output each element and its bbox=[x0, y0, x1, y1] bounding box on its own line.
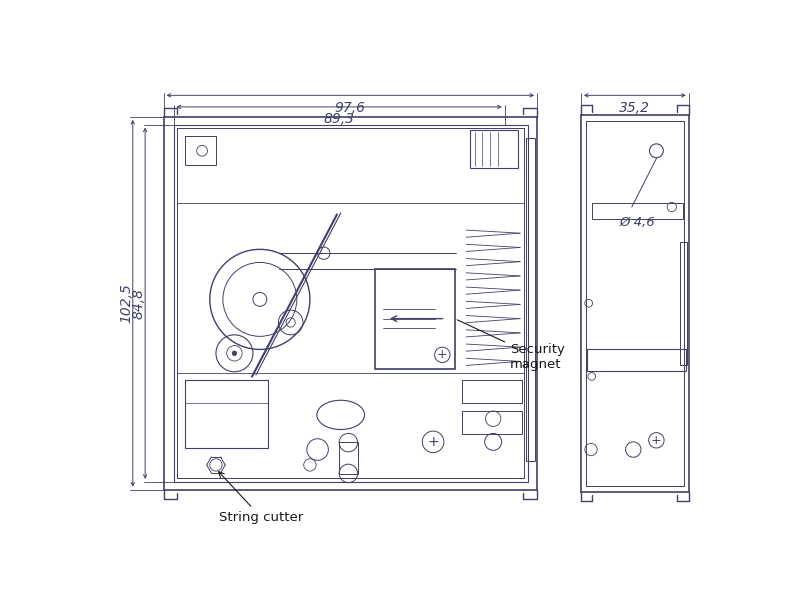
Bar bbox=[462, 380, 522, 403]
Text: 84,8: 84,8 bbox=[132, 288, 146, 318]
Text: +: + bbox=[437, 349, 448, 361]
Circle shape bbox=[232, 351, 237, 356]
Bar bbox=[679, 241, 687, 365]
Bar bbox=[587, 349, 686, 371]
Bar bbox=[593, 203, 683, 219]
Bar bbox=[185, 380, 268, 448]
Bar bbox=[339, 442, 358, 474]
Text: Ø 4,6: Ø 4,6 bbox=[619, 216, 655, 229]
Text: String cutter: String cutter bbox=[218, 472, 303, 524]
Text: 89,3: 89,3 bbox=[324, 113, 354, 126]
Text: 102,5: 102,5 bbox=[120, 284, 134, 323]
Text: +: + bbox=[651, 434, 662, 447]
Text: Security
magnet: Security magnet bbox=[457, 320, 565, 371]
Bar bbox=[185, 136, 216, 166]
Bar bbox=[462, 411, 522, 434]
Bar bbox=[375, 268, 454, 368]
Bar bbox=[526, 138, 534, 461]
Text: 97,6: 97,6 bbox=[335, 101, 366, 115]
Bar bbox=[470, 130, 518, 169]
Text: +: + bbox=[427, 435, 439, 449]
Text: 35,2: 35,2 bbox=[619, 101, 650, 115]
